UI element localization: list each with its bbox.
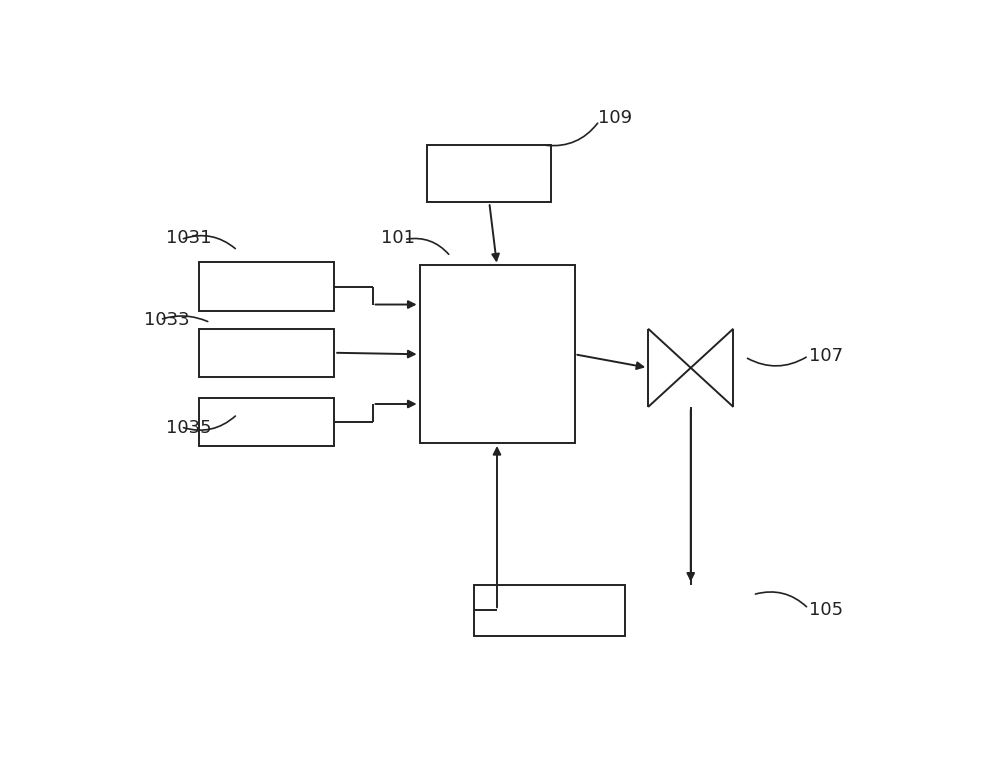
Bar [474, 585, 625, 636]
Bar [199, 328, 334, 377]
Text: 109: 109 [598, 109, 632, 127]
Text: 1031: 1031 [166, 229, 212, 247]
Text: 105: 105 [809, 601, 843, 619]
Text: 1033: 1033 [144, 310, 190, 328]
Bar [199, 263, 334, 310]
Bar [420, 265, 574, 443]
Text: 101: 101 [381, 229, 415, 247]
Text: 107: 107 [809, 346, 843, 364]
Bar [199, 398, 334, 446]
Bar [427, 145, 551, 203]
Text: 1035: 1035 [166, 419, 212, 437]
